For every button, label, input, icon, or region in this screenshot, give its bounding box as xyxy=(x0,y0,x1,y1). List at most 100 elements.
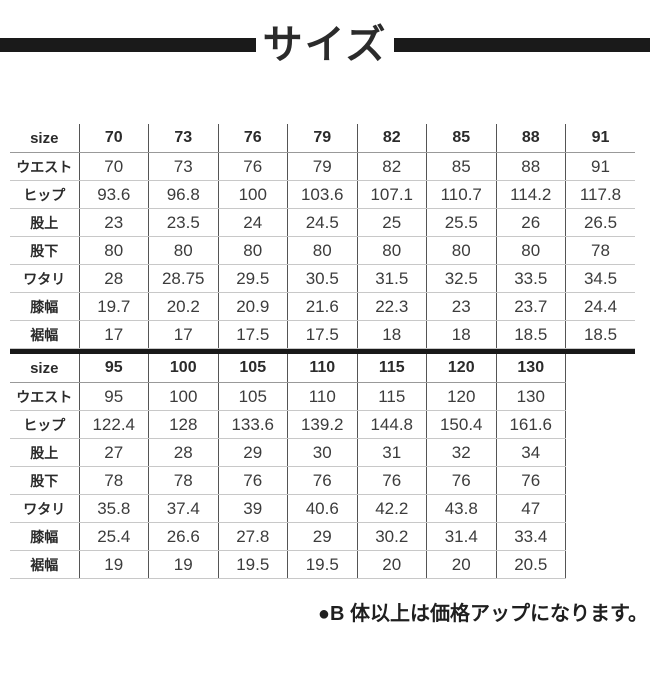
size-header-cell: 88 xyxy=(496,124,566,153)
value-cell: 76 xyxy=(218,466,288,495)
value-cell: 21.6 xyxy=(287,292,358,321)
value-cell: 161.6 xyxy=(496,410,566,439)
value-cell: 29.5 xyxy=(218,264,288,293)
value-cell: 110 xyxy=(287,382,358,411)
empty-cell xyxy=(566,411,636,439)
value-cell: 76 xyxy=(426,466,497,495)
value-cell: 133.6 xyxy=(218,410,288,439)
value-cell: 26.6 xyxy=(148,522,219,551)
value-cell: 114.2 xyxy=(496,180,566,209)
value-cell: 31.4 xyxy=(426,522,497,551)
row-label: 股上 xyxy=(10,438,80,467)
value-cell: 80 xyxy=(287,236,358,265)
value-cell: 105 xyxy=(218,382,288,411)
value-cell: 139.2 xyxy=(287,410,358,439)
table-row: 股上 23 23.5 24 24.5 25 25.5 26 26.5 xyxy=(10,208,635,237)
title-bar-right xyxy=(394,38,650,52)
value-cell: 26 xyxy=(496,208,566,237)
value-cell: 20.5 xyxy=(496,550,566,579)
value-cell: 30.5 xyxy=(287,264,358,293)
value-cell: 78 xyxy=(148,466,219,495)
value-cell: 35.8 xyxy=(79,494,149,523)
value-cell: 76 xyxy=(357,466,427,495)
value-cell: 110.7 xyxy=(426,180,497,209)
value-cell: 20.2 xyxy=(148,292,219,321)
value-cell: 103.6 xyxy=(287,180,358,209)
value-cell: 23 xyxy=(79,208,149,237)
value-cell: 24.5 xyxy=(287,208,358,237)
value-cell: 18.5 xyxy=(496,320,566,349)
size-table-upper: size 70 73 76 79 82 85 88 91 ウエスト 70 73 76 79 82 85 88 91… xyxy=(10,124,635,349)
size-header-row: size 95 100 105 110 115 120 130 xyxy=(10,354,635,383)
empty-cell xyxy=(566,523,636,551)
size-header-cell: 115 xyxy=(357,354,427,383)
table-row: 裾幅 17 17 17.5 17.5 18 18 18.5 18.5 xyxy=(10,320,635,349)
value-cell: 85 xyxy=(426,152,497,181)
value-cell: 28.75 xyxy=(148,264,219,293)
value-cell: 150.4 xyxy=(426,410,497,439)
table-row: 股上 27 28 29 30 31 32 34 xyxy=(10,438,636,467)
size-header-cell: 120 xyxy=(426,354,497,383)
size-header-cell: 85 xyxy=(426,124,497,153)
value-cell: 20 xyxy=(357,550,427,579)
empty-cell xyxy=(566,551,636,579)
row-label: 膝幅 xyxy=(10,522,80,551)
table-row: 裾幅 19 19 19.5 19.5 20 20 20.5 xyxy=(10,550,636,579)
row-label: ウエスト xyxy=(10,382,80,411)
value-cell: 27.8 xyxy=(218,522,288,551)
value-cell: 34 xyxy=(496,438,566,467)
row-label: 股下 xyxy=(10,236,80,265)
size-header-cell: 100 xyxy=(148,354,219,383)
value-cell: 17.5 xyxy=(218,320,288,349)
value-cell: 117.8 xyxy=(565,180,635,209)
value-cell: 23.5 xyxy=(148,208,219,237)
value-cell: 80 xyxy=(79,236,149,265)
empty-cell xyxy=(566,439,636,467)
value-cell: 30.2 xyxy=(357,522,427,551)
value-cell: 20.9 xyxy=(218,292,288,321)
size-header-cell: 91 xyxy=(565,124,635,153)
value-cell: 120 xyxy=(426,382,497,411)
row-label: 膝幅 xyxy=(10,292,80,321)
table-row: ワタリ 28 28.75 29.5 30.5 31.5 32.5 33.5 34.5 xyxy=(10,264,635,293)
table-row: ワタリ 35.8 37.4 39 40.6 42.2 43.8 47 xyxy=(10,494,635,523)
value-cell: 76 xyxy=(287,466,358,495)
value-cell: 47 xyxy=(496,494,566,523)
size-header-cell: 105 xyxy=(218,354,288,383)
size-header-cell: 110 xyxy=(287,354,358,383)
value-cell: 17.5 xyxy=(287,320,358,349)
value-cell: 18.5 xyxy=(565,320,635,349)
row-label: ウエスト xyxy=(10,152,80,181)
size-header-cell: 70 xyxy=(79,124,149,153)
value-cell: 80 xyxy=(218,236,288,265)
value-cell: 19.5 xyxy=(287,550,358,579)
value-cell: 20 xyxy=(426,550,497,579)
value-cell: 100 xyxy=(218,180,288,209)
value-cell: 37.4 xyxy=(148,494,219,523)
value-cell: 18 xyxy=(426,320,497,349)
value-cell: 32 xyxy=(426,438,497,467)
value-cell: 30 xyxy=(287,438,358,467)
table-row: 膝幅 25.4 26.6 27.8 29 30.2 31.4 33.4 xyxy=(10,522,636,551)
row-label: ヒップ xyxy=(10,410,80,439)
title-section: サイズ xyxy=(0,24,650,66)
size-header-row: size 70 73 76 79 82 85 88 91 xyxy=(10,124,635,153)
page-title: サイズ xyxy=(262,23,388,67)
value-cell: 19 xyxy=(79,550,149,579)
value-cell: 19.5 xyxy=(218,550,288,579)
value-cell: 33.4 xyxy=(496,522,566,551)
size-label: size xyxy=(10,354,80,383)
title-bar-left xyxy=(0,38,256,52)
value-cell: 76 xyxy=(496,466,566,495)
row-label: 股上 xyxy=(10,208,80,237)
value-cell: 19.7 xyxy=(79,292,149,321)
size-header-cell: 79 xyxy=(287,124,358,153)
row-label: ヒップ xyxy=(10,180,80,209)
value-cell: 23.7 xyxy=(496,292,566,321)
value-cell: 31.5 xyxy=(357,264,427,293)
value-cell: 96.8 xyxy=(148,180,219,209)
value-cell: 80 xyxy=(426,236,497,265)
value-cell: 34.5 xyxy=(565,264,635,293)
table-row: ヒップ 93.6 96.8 100 103.6 107.1 110.7 114.2 117.8 xyxy=(10,180,635,209)
table-row: ウエスト 70 73 76 79 82 85 88 91 xyxy=(10,152,635,181)
